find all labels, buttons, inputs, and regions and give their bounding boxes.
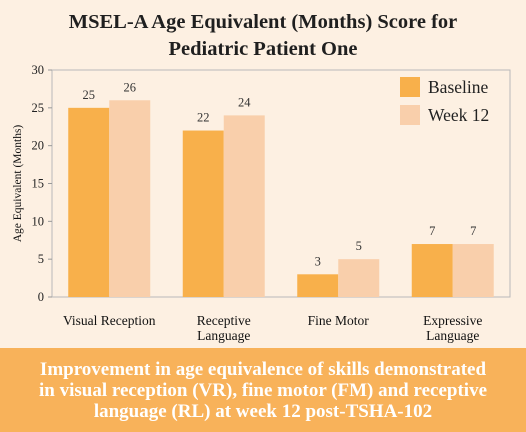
bar-baseline [182,130,224,297]
caption-text: Improvement in age equivalence of skills… [39,359,487,422]
caption-line: Improvement in age equivalence of skills… [39,358,487,380]
caption-line: in visual reception (VR), fine motor (FM… [38,379,487,401]
data-label: 5 [356,239,362,253]
y-axis-label: Age Equivalent (Months) [12,125,24,243]
x-tick-label: Receptive [197,313,251,328]
bar-week-12 [452,244,494,297]
bar-week-12 [338,259,380,297]
x-tick-label: Language [197,328,250,343]
y-tick-label: 15 [32,177,45,191]
y-tick-label: 20 [32,139,45,153]
legend-swatch [400,77,420,97]
x-tick-label: Language [426,328,479,343]
y-tick-label: 0 [38,290,44,304]
chart-title-line: Pediatric Patient One [168,38,357,60]
bar-week-12 [223,115,265,298]
data-label: 24 [238,95,251,109]
data-label: 7 [429,224,435,238]
bar-baseline [297,274,339,297]
x-tick-label: Expressive [423,313,482,328]
y-tick-label: 30 [32,63,45,77]
x-tick-label: Visual Reception [63,313,156,328]
data-label: 7 [470,224,476,238]
y-tick-label: 25 [32,101,45,115]
legend: Baseline Week 12 [400,77,489,125]
x-tick-label: Fine Motor [308,313,370,328]
chart-title-line: MSEL-A Age Equivalent (Months) Score for [69,11,458,33]
y-tick-label: 10 [32,214,45,228]
bar-baseline [68,107,110,297]
data-labels: 25 26 22 24 3 5 7 7 [83,80,477,268]
bar-week-12 [109,100,151,298]
legend-label: Baseline [428,77,488,97]
data-label: 3 [315,254,321,268]
y-axis: 0 5 10 15 20 25 30 [32,63,52,304]
bars [68,100,494,298]
y-tick-label: 5 [38,252,44,266]
caption-banner: Improvement in age equivalence of skills… [0,348,526,432]
chart-title: MSEL-A Age Equivalent (Months) Score for… [69,11,458,60]
legend-label: Week 12 [428,105,489,125]
bar-chart: MSEL-A Age Equivalent (Months) Score for… [12,11,511,343]
data-label: 22 [197,111,210,125]
bar-baseline [411,244,453,297]
data-label: 25 [83,88,96,102]
data-label: 26 [124,80,137,94]
caption-line: language (RL) at week 12 post-TSHA-102 [93,400,433,422]
legend-swatch [400,105,420,125]
